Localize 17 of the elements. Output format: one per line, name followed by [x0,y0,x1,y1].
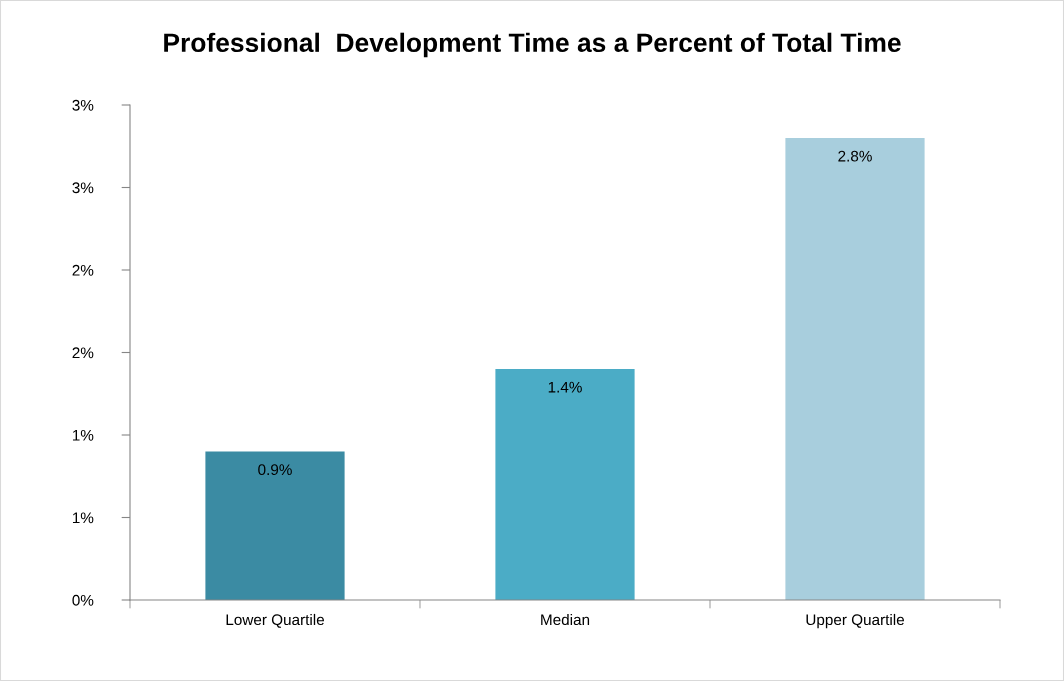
data-label: 0.9% [258,464,292,476]
x-tick-label: Upper Quartile [806,613,904,629]
bar [205,451,345,600]
y-tick-label: 2% [72,347,94,359]
y-tick-label: 1% [72,512,94,524]
chart-title: Professional Development Time as a Percent of Total Time [164,32,901,58]
bar [785,138,925,600]
x-tick-label: Median [541,613,590,626]
y-tick-label: 0% [72,594,94,606]
y-tick-label: 2% [72,264,94,276]
y-tick-label: 3% [72,99,94,111]
data-label: 1.4% [548,381,582,393]
data-label: 2.8% [838,150,872,162]
x-tick-label: Lower Quartile [226,613,324,628]
y-tick-label: 1% [72,429,94,441]
y-tick-label: 3% [72,182,94,194]
bar [495,369,635,600]
